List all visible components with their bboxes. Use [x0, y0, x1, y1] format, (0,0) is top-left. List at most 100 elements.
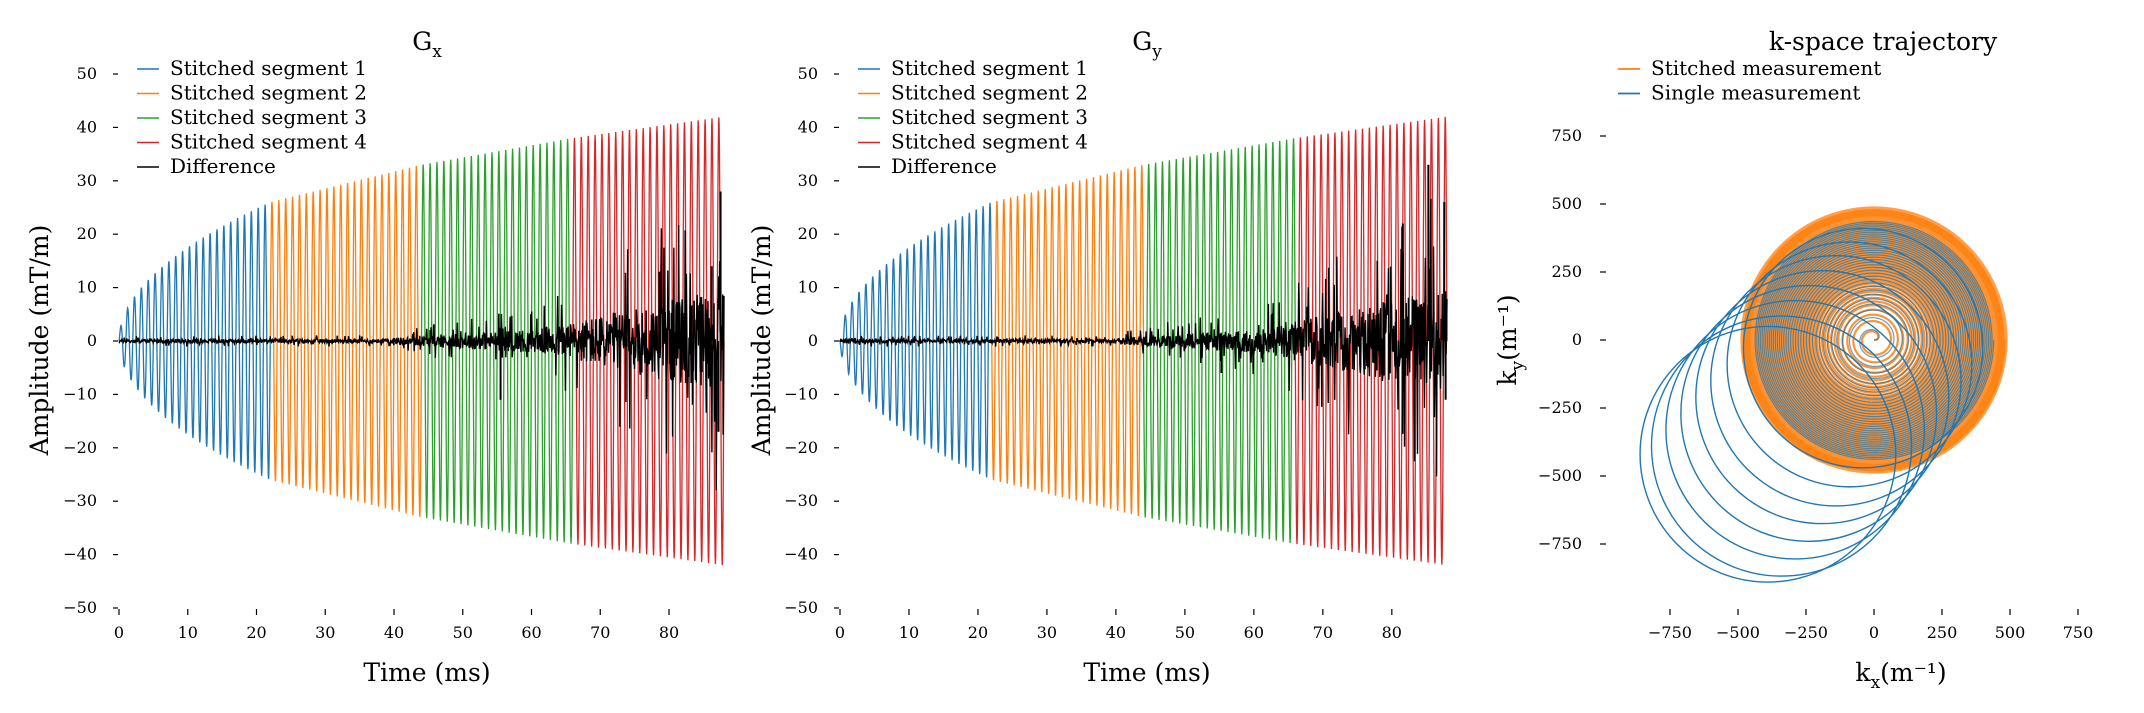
gy-ytick-label: 0 — [808, 331, 818, 350]
gx-xtick-label: 50 — [453, 623, 473, 642]
gx-ytick-label: −30 — [63, 491, 97, 510]
gx-xtick-label: 0 — [114, 623, 124, 642]
gy-ytick-label: 50 — [798, 64, 818, 83]
kspace-xtick-label: −250 — [1784, 623, 1828, 642]
gy-xtick-label: 30 — [1037, 623, 1057, 642]
gy-xtick-label: 20 — [968, 623, 988, 642]
kspace-xtick-label: 750 — [2063, 623, 2094, 642]
gy-ytick-label: 40 — [798, 117, 818, 136]
gx-ytick-label: −20 — [63, 438, 97, 457]
gy-xtick-label: 80 — [1382, 623, 1402, 642]
gx-plot-lines — [118, 117, 725, 566]
kspace-single-drift-loop — [1650, 315, 1913, 577]
kspace-ylabel-unit: (m⁻¹) — [1493, 294, 1522, 360]
kspace-ytick-label: −250 — [1538, 398, 1582, 417]
gy-legend-label: Stitched segment 2 — [891, 81, 1088, 105]
gy-xtick-label: 40 — [1106, 623, 1126, 642]
gy-xtick-label: 50 — [1175, 623, 1195, 642]
gx-series-4-line — [572, 117, 725, 566]
gy-ytick-label: −40 — [784, 545, 818, 564]
gy-legend-label: Stitched segment 4 — [891, 130, 1088, 154]
kspace-ylabel-subscript: y — [1508, 360, 1528, 371]
kspace-stitched-outer-ring — [1740, 206, 2008, 474]
kspace-xtick-label: 0 — [1869, 623, 1879, 642]
gy-xtick-label: 10 — [899, 623, 919, 642]
gy-legend-label: Difference — [891, 154, 997, 178]
gy-ytick-label: −10 — [784, 384, 818, 403]
gy-ytick-label: −50 — [784, 598, 818, 617]
kspace-legend-label: Stitched measurement — [1651, 56, 1881, 80]
gx-ytick-label: −50 — [63, 598, 97, 617]
gx-xtick-label: 20 — [246, 623, 266, 642]
gx-legend-label: Difference — [170, 154, 276, 178]
gx-xtick-label: 10 — [178, 623, 198, 642]
kspace-single-drift-loop — [1665, 299, 1926, 560]
kspace-ytick-label: 0 — [1572, 330, 1582, 349]
gy-difference-line — [839, 198, 1448, 477]
gx-ytick-label: 0 — [87, 331, 97, 350]
gx-title-subscript: x — [432, 42, 442, 62]
kspace-legend-label: Single measurement — [1651, 81, 1860, 105]
kspace-single-drift-loop — [1742, 227, 1984, 469]
gy-ytick-label: 10 — [798, 278, 818, 297]
kspace-single-drift-loop — [1726, 241, 1973, 488]
kspace-panel: k-space trajectory −750 −500 −250 0 250 500 75… — [1493, 27, 2093, 693]
gx-xtick-label: 60 — [521, 623, 541, 642]
gx-ytick-label: −10 — [63, 384, 97, 403]
kspace-ytick-label: 250 — [1551, 262, 1582, 281]
gy-ylabel: Amplitude (mT/m) — [747, 225, 776, 457]
kspace-ylabel: ky(m⁻¹) — [1493, 294, 1528, 385]
gy-y-ticks: −50 −40 −30 −20 −10 0 10 20 30 40 50 — [784, 64, 839, 617]
gy-xtick-label: 0 — [835, 623, 845, 642]
gy-x-ticks: 0 10 20 30 40 50 60 70 80 — [835, 609, 1402, 642]
gy-legend-label: Stitched segment 3 — [891, 105, 1088, 129]
kspace-single-drift-loop — [1695, 269, 1950, 525]
gx-x-ticks: 0 10 20 30 40 50 60 70 80 — [114, 609, 679, 642]
gy-title: Gy — [1132, 27, 1162, 62]
gy-title-subscript: y — [1151, 42, 1162, 62]
gx-ytick-label: 10 — [77, 278, 97, 297]
gx-ytick-label: 40 — [77, 117, 97, 136]
kspace-xtick-label: −750 — [1648, 623, 1692, 642]
kspace-single-drift-loop — [1680, 284, 1938, 542]
gx-title: Gx — [412, 27, 442, 62]
kspace-ytick-label: 500 — [1551, 194, 1582, 213]
kspace-title: k-space trajectory — [1769, 27, 1998, 56]
gy-ytick-label: 20 — [798, 224, 818, 243]
kspace-xlabel-subscript: x — [1871, 673, 1881, 693]
kspace-plot-lines — [1639, 206, 2008, 583]
kspace-ytick-label: −500 — [1538, 466, 1582, 485]
kspace-xlabel-unit: (m⁻¹) — [1880, 658, 1946, 687]
gx-legend-label: Stitched segment 4 — [170, 130, 367, 154]
kspace-xtick-label: −500 — [1716, 623, 1760, 642]
kspace-x-ticks: −750 −500 −250 0 250 500 750 — [1648, 609, 2093, 642]
gx-ytick-label: 30 — [77, 171, 97, 190]
gx-xtick-label: 30 — [315, 623, 335, 642]
gx-xtick-label: 80 — [659, 623, 679, 642]
gy-ytick-label: −20 — [784, 438, 818, 457]
gy-ytick-label: −30 — [784, 491, 818, 510]
kspace-xtick-label: 500 — [1995, 623, 2026, 642]
gx-y-ticks: −50 −40 −30 −20 −10 0 10 20 30 40 50 — [63, 64, 118, 617]
kspace-ytick-label: 750 — [1551, 126, 1582, 145]
gx-ytick-label: 50 — [77, 64, 97, 83]
gy-legend-label: Stitched segment 1 — [891, 56, 1088, 80]
gy-plot-lines — [839, 116, 1448, 565]
gx-panel: Gx −50 −40 −30 −20 −10 0 10 20 30 40 50 0 10 20 30 40 5… — [25, 27, 725, 687]
gx-legend-label: Stitched segment 1 — [170, 56, 367, 80]
gy-xtick-label: 60 — [1244, 623, 1264, 642]
gy-panel: Gy −50 −40 −30 −20 −10 0 10 20 30 40 50 0 10 20 30 40 5… — [747, 27, 1448, 687]
gx-xtick-label: 40 — [384, 623, 404, 642]
gx-legend-label: Stitched segment 2 — [170, 81, 367, 105]
gx-ytick-label: 20 — [77, 224, 97, 243]
gx-ytick-label: −40 — [63, 545, 97, 564]
kspace-y-ticks: −750 −500 −250 0 250 500 750 — [1538, 126, 1606, 553]
kspace-xlabel: kx(m⁻¹) — [1855, 658, 1946, 693]
kspace-ytick-label: −750 — [1538, 534, 1582, 553]
gy-xtick-label: 70 — [1313, 623, 1333, 642]
gx-xtick-label: 70 — [590, 623, 610, 642]
